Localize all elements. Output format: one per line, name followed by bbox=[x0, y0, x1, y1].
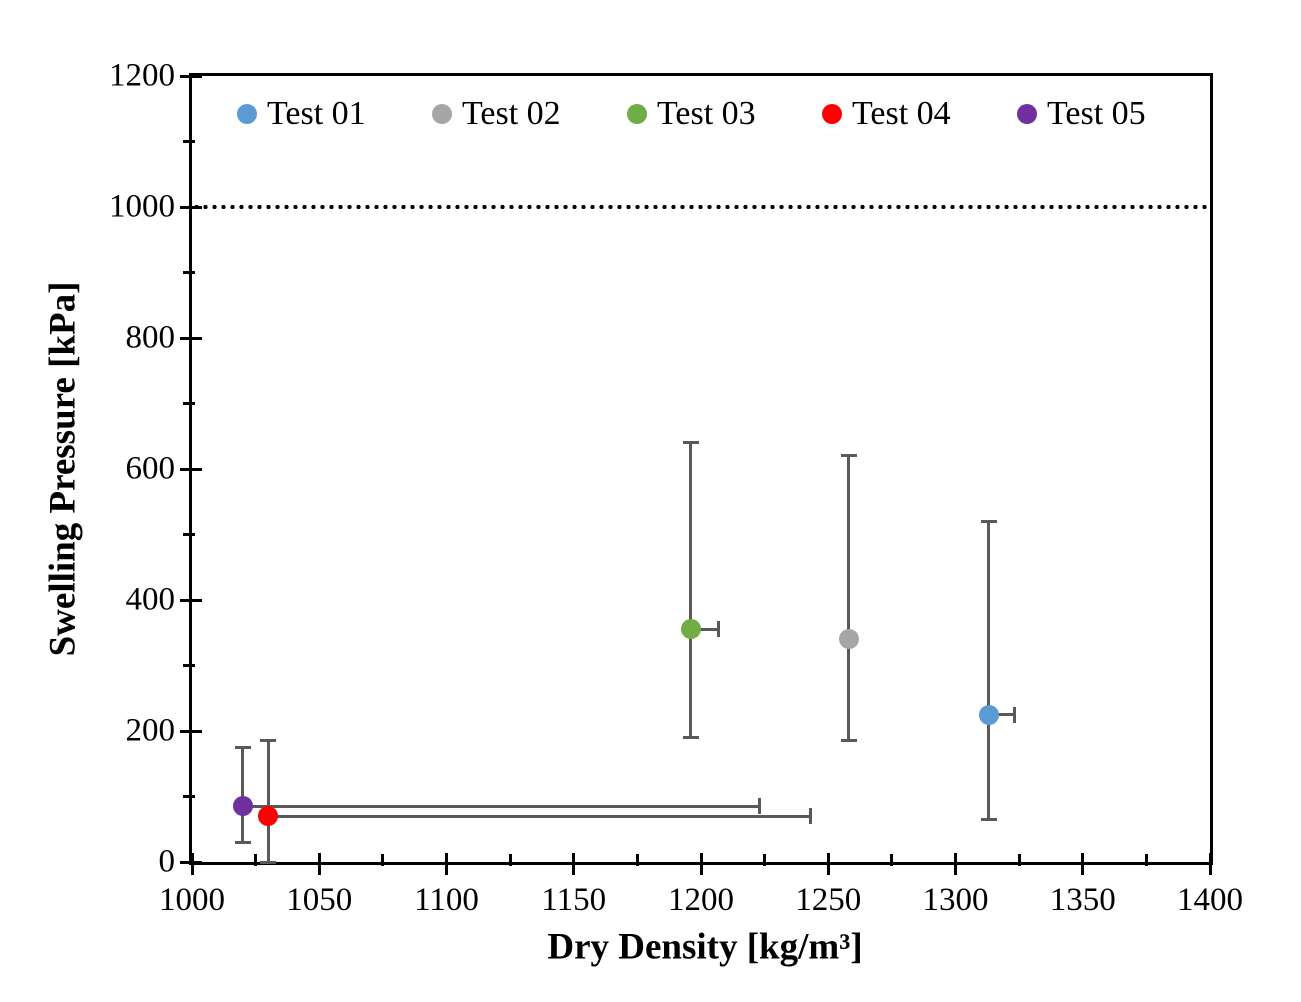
legend-label-test-02: Test 02 bbox=[462, 95, 561, 132]
legend-marker-test-01 bbox=[237, 104, 257, 124]
x-minor-tick bbox=[763, 854, 767, 866]
x-tick-label: 1150 bbox=[541, 882, 607, 918]
error-bar-x-test-05 bbox=[242, 804, 760, 808]
legend: Test 01 Test 02 Test 03 Test 04 Test 05 bbox=[237, 92, 1212, 136]
legend-item-test-01: Test 01 bbox=[237, 92, 432, 136]
y-minor-tick bbox=[183, 402, 195, 405]
legend-marker-test-05 bbox=[1017, 104, 1037, 124]
x-major-tick bbox=[1081, 853, 1085, 875]
legend-label-test-03: Test 03 bbox=[657, 95, 756, 132]
error-bar-y-test-01 bbox=[987, 521, 991, 820]
y-tick-label: 800 bbox=[125, 319, 176, 356]
error-bar-y-cap-top-test-04 bbox=[260, 739, 277, 743]
error-bar-x-test-01 bbox=[988, 713, 1015, 717]
y-minor-tick bbox=[183, 664, 195, 667]
x-major-tick bbox=[317, 853, 321, 875]
x-tick-label: 1000 bbox=[159, 882, 225, 918]
error-bar-y-cap-bottom-test-03 bbox=[682, 736, 699, 740]
data-point-test-03 bbox=[680, 619, 701, 640]
x-major-tick bbox=[1208, 853, 1212, 875]
data-point-test-02 bbox=[838, 629, 859, 650]
reference-line-1000kpa bbox=[192, 205, 1210, 209]
legend-label-test-01: Test 01 bbox=[267, 95, 366, 132]
y-tick-label: 600 bbox=[125, 450, 176, 487]
error-bar-y-cap-bottom-test-02 bbox=[840, 739, 857, 743]
x-tick-label: 1200 bbox=[668, 882, 734, 918]
error-bar-y-test-02 bbox=[847, 455, 851, 741]
error-bar-y-cap-top-test-05 bbox=[234, 745, 251, 749]
x-minor-tick bbox=[890, 854, 894, 866]
x-major-tick bbox=[826, 853, 830, 875]
y-tick-label: 1200 bbox=[109, 57, 175, 94]
error-bar-x-cap-test-03 bbox=[717, 621, 721, 638]
y-major-tick bbox=[180, 729, 202, 733]
legend-label-test-04: Test 04 bbox=[852, 95, 951, 132]
error-bar-y-cap-bottom-test-05 bbox=[234, 840, 251, 844]
legend-item-test-03: Test 03 bbox=[627, 92, 822, 136]
legend-marker-test-03 bbox=[627, 104, 647, 124]
x-tick-label: 1100 bbox=[414, 882, 479, 918]
x-major-tick bbox=[190, 853, 194, 875]
y-tick-label: 1000 bbox=[109, 188, 175, 225]
legend-item-test-05: Test 05 bbox=[1017, 92, 1212, 136]
error-bar-y-test-03 bbox=[689, 442, 693, 738]
x-tick-label: 1250 bbox=[795, 882, 862, 918]
x-minor-tick bbox=[1144, 854, 1148, 866]
error-bar-x-test-03 bbox=[690, 627, 719, 631]
plot-area: Test 01 Test 02 Test 03 Test 04 Test 05 1000… bbox=[109, 58, 1243, 919]
error-bar-y-cap-bottom-test-01 bbox=[980, 817, 997, 821]
x-tick-label: 1400 bbox=[1177, 882, 1243, 918]
legend-item-test-02: Test 02 bbox=[432, 92, 627, 136]
error-bar-y-cap-top-test-03 bbox=[682, 441, 699, 445]
x-minor-tick bbox=[254, 854, 258, 866]
y-major-tick bbox=[180, 860, 202, 864]
legend-marker-test-02 bbox=[432, 104, 452, 124]
error-bar-x-cap-test-01 bbox=[1012, 706, 1016, 723]
legend-label-test-05: Test 05 bbox=[1047, 95, 1146, 132]
error-bar-x-cap-test-05 bbox=[758, 798, 762, 815]
error-bar-x-test-04 bbox=[268, 814, 811, 818]
data-point-test-05 bbox=[232, 796, 253, 817]
x-tick-label: 1350 bbox=[1049, 882, 1116, 918]
x-axis-title: Dry Density [kg/m³] bbox=[547, 926, 863, 968]
y-major-tick bbox=[180, 467, 202, 471]
x-minor-tick bbox=[381, 854, 385, 866]
y-minor-tick bbox=[183, 140, 195, 143]
legend-item-test-04: Test 04 bbox=[822, 92, 1017, 136]
x-tick-label: 1300 bbox=[922, 882, 989, 918]
x-tick-label: 1050 bbox=[286, 882, 353, 918]
y-minor-tick bbox=[183, 795, 195, 798]
x-minor-tick bbox=[635, 854, 639, 866]
error-bar-y-test-05 bbox=[241, 747, 245, 843]
data-point-test-04 bbox=[258, 806, 279, 827]
y-axis-title: Swelling Pressure [kPa] bbox=[42, 281, 84, 657]
error-bar-y-cap-bottom-test-04 bbox=[260, 860, 277, 864]
x-minor-tick bbox=[508, 854, 512, 866]
x-major-tick bbox=[699, 853, 703, 875]
y-minor-tick bbox=[183, 271, 195, 274]
error-bar-y-cap-top-test-02 bbox=[840, 454, 857, 458]
x-major-tick bbox=[445, 853, 448, 875]
y-major-tick bbox=[180, 336, 202, 340]
x-major-tick bbox=[572, 853, 576, 875]
y-tick-label: 0 bbox=[158, 843, 176, 880]
error-bar-x-cap-test-04 bbox=[808, 808, 812, 825]
y-minor-tick bbox=[183, 533, 195, 536]
y-major-tick bbox=[180, 598, 202, 602]
error-bar-y-cap-top-test-01 bbox=[980, 519, 997, 523]
y-major-tick bbox=[180, 74, 202, 78]
error-bar-y-test-04 bbox=[266, 740, 270, 862]
x-minor-tick bbox=[1017, 854, 1021, 866]
y-tick-label: 200 bbox=[125, 712, 176, 749]
x-major-tick bbox=[954, 853, 957, 875]
legend-marker-test-04 bbox=[822, 104, 842, 124]
y-tick-label: 400 bbox=[125, 581, 176, 618]
y-major-tick bbox=[180, 205, 202, 209]
data-point-test-01 bbox=[978, 704, 999, 725]
